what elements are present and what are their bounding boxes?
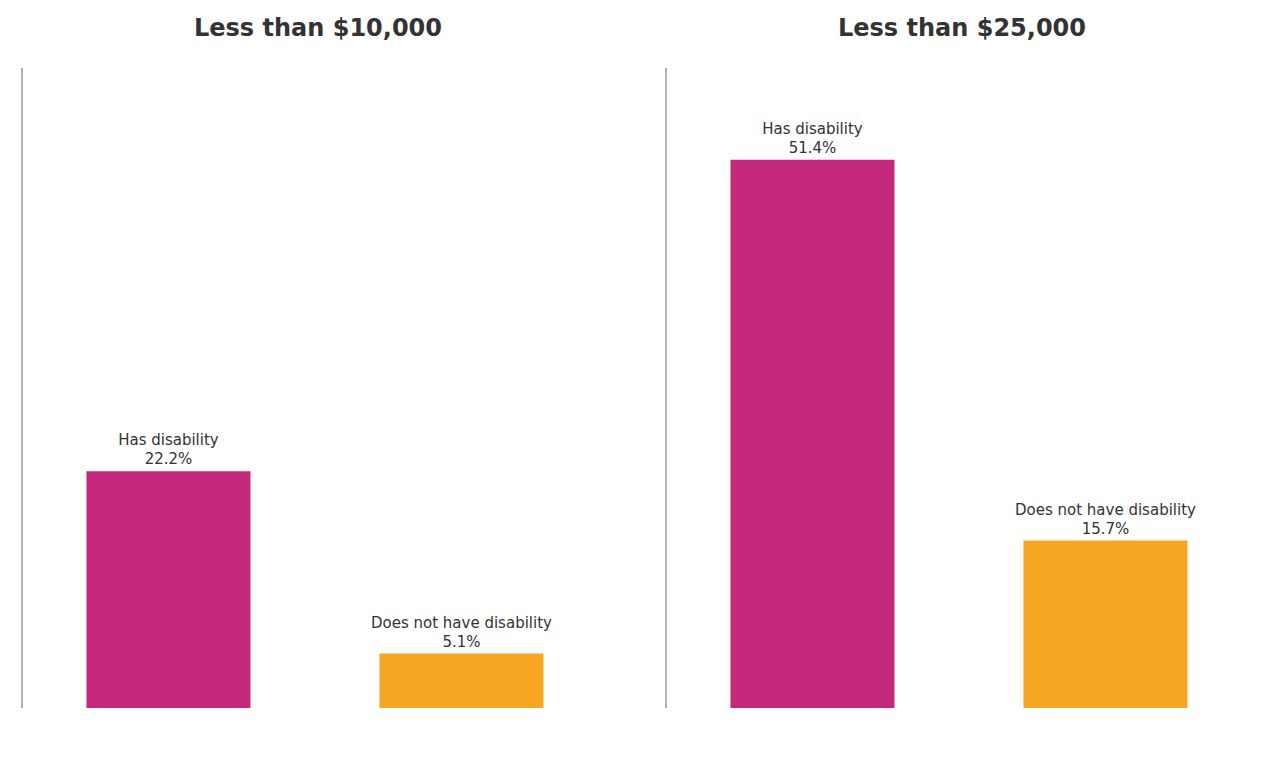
svg-text:15.7%: 15.7%: [1082, 520, 1130, 538]
html-text:Less than $25,000: Less than $25,000: [838, 14, 1086, 42]
svg-text:51.4%: 51.4%: [789, 139, 837, 157]
svg-text:22.2%: 22.2%: [145, 450, 193, 468]
svg-text:5.1%: 5.1%: [442, 633, 480, 651]
svg-text:Does not have disability: Does not have disability: [1015, 501, 1196, 519]
svg-text:Has disability: Has disability: [118, 431, 219, 449]
svg-text:Has disability: Has disability: [762, 120, 863, 138]
html-text:Less than $10,000: Less than $10,000: [194, 14, 442, 42]
svg-text:Does not have disability: Does not have disability: [371, 614, 552, 632]
